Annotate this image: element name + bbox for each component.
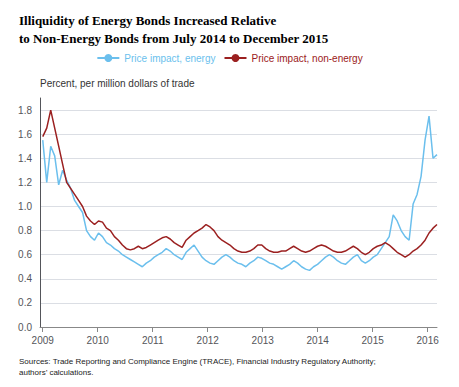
- svg-text:2012: 2012: [197, 335, 220, 346]
- svg-text:0.2: 0.2: [18, 297, 32, 308]
- svg-text:to Non-Energy Bonds from July: to Non-Energy Bonds from July 2014 to De…: [19, 31, 329, 46]
- svg-text:2013: 2013: [252, 335, 275, 346]
- svg-text:Price impact, energy: Price impact, energy: [124, 53, 215, 64]
- svg-text:0.0: 0.0: [18, 322, 32, 333]
- svg-text:0.6: 0.6: [18, 249, 32, 260]
- svg-text:1.2: 1.2: [18, 177, 32, 188]
- svg-text:0.4: 0.4: [18, 273, 32, 284]
- svg-text:2014: 2014: [307, 335, 330, 346]
- svg-text:1.4: 1.4: [18, 153, 32, 164]
- svg-text:1.0: 1.0: [18, 201, 32, 212]
- svg-text:Price impact, non-energy: Price impact, non-energy: [251, 53, 362, 64]
- svg-text:2016: 2016: [417, 335, 440, 346]
- svg-text:Percent, per million dollars o: Percent, per million dollars of trade: [40, 78, 195, 89]
- svg-text:2011: 2011: [142, 335, 164, 346]
- svg-text:2010: 2010: [87, 335, 110, 346]
- svg-text:0.8: 0.8: [18, 225, 32, 236]
- svg-text:Illiquidity of Energy Bonds In: Illiquidity of Energy Bonds Increased Re…: [19, 13, 276, 28]
- svg-text:Sources: Trade Reporting and C: Sources: Trade Reporting and Compliance …: [19, 357, 376, 366]
- svg-text:1.6: 1.6: [18, 129, 32, 140]
- svg-text:2009: 2009: [32, 335, 55, 346]
- svg-text:authors’ calculations.: authors’ calculations.: [19, 368, 93, 377]
- svg-text:2015: 2015: [362, 335, 385, 346]
- svg-text:1.8: 1.8: [18, 105, 32, 116]
